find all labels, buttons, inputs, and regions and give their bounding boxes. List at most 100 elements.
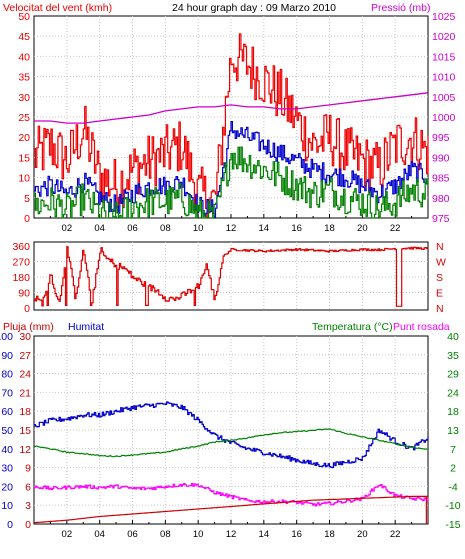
- tick-labels: 0510152025303540455097598098599099510001…: [0, 11, 461, 540]
- humidity-tick-label: 100: [0, 331, 13, 343]
- temperature-tick-label: 29: [447, 369, 459, 381]
- pressure-tick-label: 1020: [432, 31, 456, 43]
- humidity-tick-label: 20: [1, 481, 13, 493]
- hour-tick-label: 12: [226, 223, 237, 234]
- lower-hour-tick-label: 14: [259, 529, 270, 540]
- hour-tick-label: 18: [324, 223, 335, 234]
- temperature-tick-label: 24: [447, 387, 459, 399]
- temperature-tick-label: -10: [445, 500, 460, 512]
- pressure-tick-label: 980: [432, 193, 450, 205]
- lower-hour-tick-label: 16: [291, 529, 302, 540]
- hour-tick-label: 10: [193, 223, 204, 234]
- series-lines: [33, 33, 429, 524]
- rain-tick-label: 0: [25, 519, 31, 531]
- hour-tick-label: 14: [259, 223, 270, 234]
- pressure-tick-label: 995: [432, 132, 450, 144]
- pressure-line: [34, 92, 429, 124]
- graph-title: 24 hour graph day : 09 Marzo 2010: [172, 2, 336, 14]
- humidity-tick-label: 40: [1, 444, 13, 456]
- rain-tick-label: 24: [19, 369, 31, 381]
- temperature-tick-label: -4: [448, 481, 457, 493]
- lower-hour-tick-label: 10: [193, 529, 204, 540]
- hour-tick-label: 04: [94, 223, 105, 234]
- wind-axis-title: Velocitat del vent (kmh): [3, 2, 112, 14]
- wind-tick-label: 25: [18, 112, 30, 124]
- hour-tick-label: 02: [62, 223, 73, 234]
- compass-label: W: [436, 257, 446, 269]
- rain-tick-label: 6: [25, 481, 31, 493]
- direction-tick-label: 90: [18, 288, 30, 300]
- temperature-axis-title: Temperatura (°C): [312, 321, 393, 333]
- humidity-tick-label: 10: [1, 500, 13, 512]
- humidity-line: [34, 401, 429, 469]
- pressure-tick-label: 1005: [432, 92, 456, 104]
- wind-tick-label: 10: [18, 173, 30, 185]
- lower-hour-tick-label: 12: [226, 529, 237, 540]
- lower-hour-tick-label: 02: [62, 529, 73, 540]
- humidity-tick-label: 50: [1, 425, 13, 437]
- humidity-tick-label: 60: [1, 406, 13, 418]
- wind-tick-label: 45: [18, 31, 30, 43]
- direction-tick-label: 270: [12, 257, 30, 269]
- rain-tick-label: 15: [19, 425, 31, 437]
- lower-hour-tick-label: 04: [94, 529, 105, 540]
- temperature-line: [33, 428, 429, 458]
- wind-tick-label: 40: [18, 51, 30, 63]
- humidity-tick-label: 80: [1, 369, 13, 381]
- rain-tick-label: 3: [25, 500, 31, 512]
- direction-tick-label: 180: [12, 272, 30, 284]
- compass-label: N: [436, 241, 444, 253]
- pressure-tick-label: 990: [432, 152, 450, 164]
- pressure-axis-title: Pressió (mb): [371, 2, 431, 14]
- pressure-tick-label: 975: [432, 213, 450, 225]
- rain-tick-label: 27: [19, 350, 31, 362]
- wind-speed-line: [34, 33, 429, 219]
- rain-tick-label: 21: [19, 387, 31, 399]
- compass-label: N: [436, 303, 444, 315]
- temperature-tick-label: 18: [447, 406, 459, 418]
- direction-tick-label: 0: [24, 303, 30, 315]
- lower-hour-tick-label: 22: [390, 529, 401, 540]
- wind-tick-label: 50: [18, 11, 30, 23]
- rain-tick-label: 12: [19, 444, 31, 456]
- wind-tick-label: 0: [24, 213, 30, 225]
- direction-tick-label: 360: [12, 241, 30, 253]
- lower-hour-tick-label: 20: [357, 529, 368, 540]
- rain-line: [33, 495, 428, 524]
- pressure-tick-label: 1010: [432, 72, 456, 84]
- rain-tick-label: 30: [19, 331, 31, 343]
- wind-low-line: [34, 146, 429, 219]
- compass-label: S: [436, 272, 443, 284]
- wind-tick-label: 5: [24, 193, 30, 205]
- lower-hour-tick-label: 06: [127, 529, 138, 540]
- humidity-tick-label: 30: [1, 463, 13, 475]
- temperature-tick-label: 7: [450, 444, 456, 456]
- rain-tick-label: 9: [25, 463, 31, 475]
- wind-tick-label: 35: [18, 72, 30, 84]
- temperature-tick-label: 40: [447, 331, 459, 343]
- compass-label: E: [436, 288, 443, 300]
- hour-tick-label: 16: [291, 223, 302, 234]
- hour-tick-label: 20: [357, 223, 368, 234]
- pressure-tick-label: 1015: [432, 51, 456, 63]
- wind-average-line: [34, 121, 429, 219]
- temperature-tick-label: -15: [445, 519, 460, 531]
- temperature-tick-label: 13: [447, 425, 459, 437]
- humidity-tick-label: 90: [1, 350, 13, 362]
- humidity-tick-label: 0: [7, 519, 13, 531]
- temperature-tick-label: 35: [447, 350, 459, 362]
- pressure-tick-label: 1000: [432, 112, 456, 124]
- lower-hour-tick-label: 08: [160, 529, 171, 540]
- lower-hour-tick-label: 18: [324, 529, 335, 540]
- dewpoint-axis-title: Punt rosada: [393, 321, 450, 333]
- wind-direction-line: [34, 246, 429, 307]
- temperature-tick-label: 2: [450, 463, 456, 475]
- pressure-tick-label: 1025: [432, 11, 456, 23]
- dewpoint-line: [34, 483, 429, 507]
- hour-tick-label: 08: [160, 223, 171, 234]
- humidity-tick-label: 70: [1, 387, 13, 399]
- pressure-tick-label: 985: [432, 173, 450, 185]
- rain-tick-label: 18: [19, 406, 31, 418]
